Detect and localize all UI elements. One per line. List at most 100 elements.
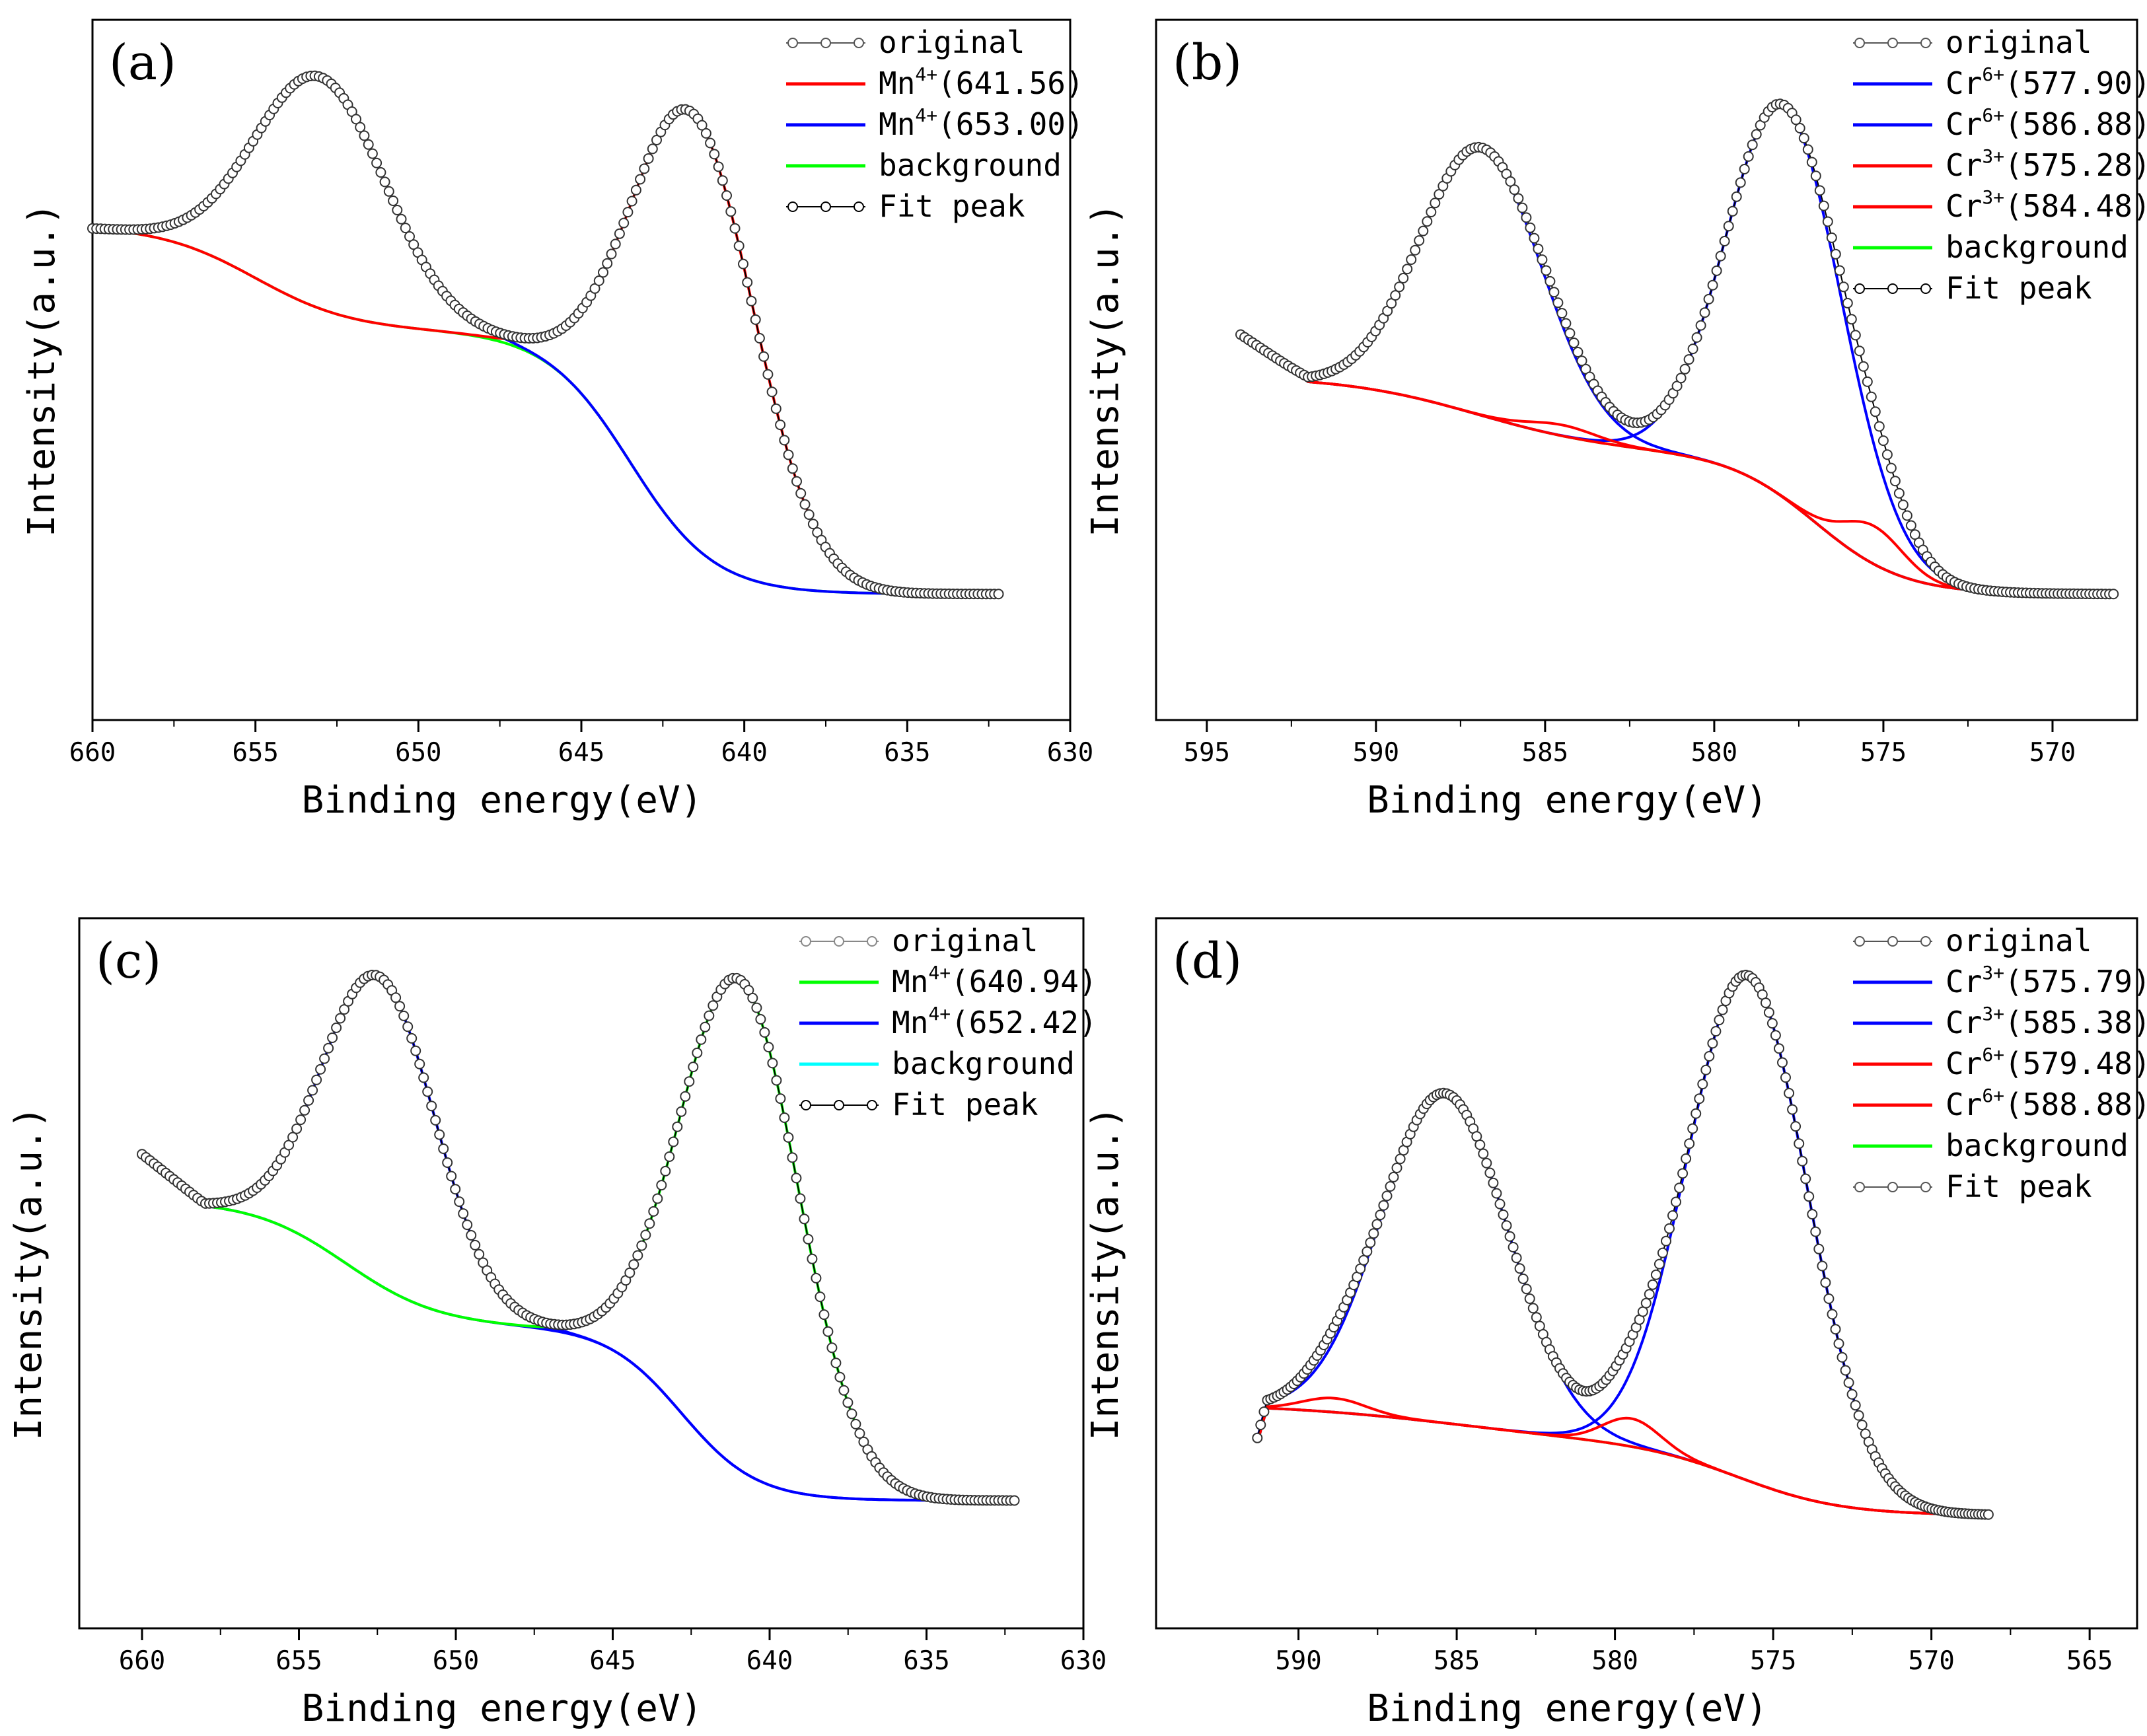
original-data-point — [295, 1114, 307, 1126]
original-data-point — [729, 223, 741, 234]
original-data-point — [438, 1143, 449, 1154]
legend-marker — [787, 38, 798, 48]
legend-entry: original — [786, 24, 1025, 60]
original-data-point — [1258, 1406, 1270, 1418]
legend-entry: Cr3+(584.48) — [1853, 186, 2147, 224]
original-data-point — [1777, 1057, 1788, 1068]
original-data-point — [696, 120, 708, 131]
component-peak-line — [1256, 1091, 1988, 1516]
original-data-point — [602, 258, 613, 269]
legend-entry: original — [1853, 923, 2092, 958]
original-data-point — [1830, 1324, 1841, 1335]
legend-marker — [801, 1100, 811, 1110]
legend-label: original — [1946, 24, 2092, 60]
legend-label: Fit peak — [1946, 270, 2092, 306]
x-tick-label: 645 — [589, 1646, 636, 1676]
original-data-point — [1552, 297, 1564, 308]
original-data-point — [307, 1085, 318, 1096]
original-data-point — [759, 1027, 770, 1038]
original-data-point — [799, 1213, 810, 1225]
original-data-point — [1790, 114, 1801, 126]
original-data-point — [680, 1091, 691, 1102]
panel-b: 595 590 585 580 575 570 Binding energy(eV) Inte… — [1084, 18, 2147, 822]
original-data-point — [454, 1196, 465, 1208]
original-data-point — [1747, 139, 1758, 151]
original-data-point — [414, 1058, 425, 1069]
original-data-point — [1770, 1030, 1781, 1041]
original-data-point — [371, 157, 382, 168]
original-data-point — [1664, 1223, 1675, 1234]
original-data-point — [1813, 1243, 1825, 1254]
original-data-point — [1901, 510, 1912, 521]
original-data-point — [1766, 1018, 1778, 1029]
legend-label: Mn4+(653.00) — [879, 104, 1084, 142]
original-data-point — [1576, 355, 1587, 367]
original-data-point — [721, 190, 732, 201]
legend-marker — [1887, 283, 1898, 294]
legend-marker — [1854, 283, 1865, 294]
original-data-point — [1983, 1509, 1994, 1520]
legend-marker — [854, 201, 864, 212]
original-data-point — [1365, 1237, 1376, 1248]
legend-label: Mn4+(652.42) — [892, 1003, 1097, 1040]
background-line — [1239, 333, 2114, 596]
legend-entry: Fit peak — [1853, 1169, 2092, 1204]
original-data-point — [450, 1184, 461, 1195]
original-data-point — [383, 186, 394, 197]
original-data-point — [628, 1259, 639, 1270]
original-data-point — [375, 167, 386, 178]
original-data-point — [1661, 1235, 1671, 1247]
original-data-point — [1511, 1252, 1522, 1264]
original-data-point — [1827, 1309, 1838, 1320]
legend-entry: Fit peak — [786, 188, 1025, 224]
x-tick-label: 640 — [746, 1646, 793, 1676]
original-data-point — [1418, 225, 1429, 236]
original-data-point — [1650, 1269, 1661, 1280]
original-data-point — [339, 1004, 350, 1015]
legend-marker — [1854, 1182, 1865, 1192]
x-tick-label: 570 — [2029, 738, 2076, 768]
original-data-point — [993, 589, 1004, 600]
original-data-point — [1743, 151, 1754, 162]
legend-marker — [820, 201, 831, 212]
original-data-point — [648, 1206, 659, 1217]
original-data-point — [1843, 1377, 1854, 1389]
x-axis-title: Binding energy(eV) — [302, 779, 703, 822]
original-data-point — [1422, 216, 1433, 227]
original-data-point — [1866, 391, 1877, 402]
original-data-point — [787, 463, 798, 474]
original-data-point — [1817, 1260, 1828, 1272]
original-data-point — [751, 1002, 762, 1013]
x-tick-label: 660 — [119, 1646, 165, 1676]
original-data-point — [1654, 1258, 1665, 1270]
background-line — [92, 227, 999, 596]
original-data-point — [1491, 1188, 1502, 1199]
original-data-point — [1560, 318, 1572, 329]
legend-marker — [1854, 936, 1865, 947]
original-data-point — [1703, 293, 1714, 305]
original-data-point — [1679, 363, 1691, 375]
original-data-point — [738, 258, 748, 270]
original-data-point — [1541, 265, 1552, 276]
original-data-point — [783, 1132, 794, 1143]
original-data-point — [1371, 1219, 1383, 1230]
original-data-point — [1426, 207, 1437, 217]
original-data-point — [1784, 1087, 1795, 1099]
legend-entry: Cr3+(575.79) — [1853, 962, 2147, 999]
original-data-point — [291, 1123, 303, 1134]
panel-label: (a) — [109, 34, 176, 91]
original-data-point — [379, 176, 390, 188]
original-data-point — [1531, 1312, 1542, 1323]
component-peak-line — [1239, 333, 2114, 596]
x-axis-title: Binding energy(eV) — [302, 1687, 703, 1730]
original-data-point — [1822, 216, 1833, 227]
legend-label: background — [879, 147, 1062, 183]
legend-marker — [1920, 1182, 1931, 1192]
original-data-point — [630, 184, 641, 196]
original-data-point — [1504, 1231, 1515, 1242]
original-data-point — [1691, 1108, 1702, 1119]
original-data-point — [1707, 1038, 1718, 1049]
x-tick-label: 655 — [232, 738, 278, 768]
original-data-point — [747, 992, 758, 1003]
original-data-point — [1657, 1247, 1668, 1258]
